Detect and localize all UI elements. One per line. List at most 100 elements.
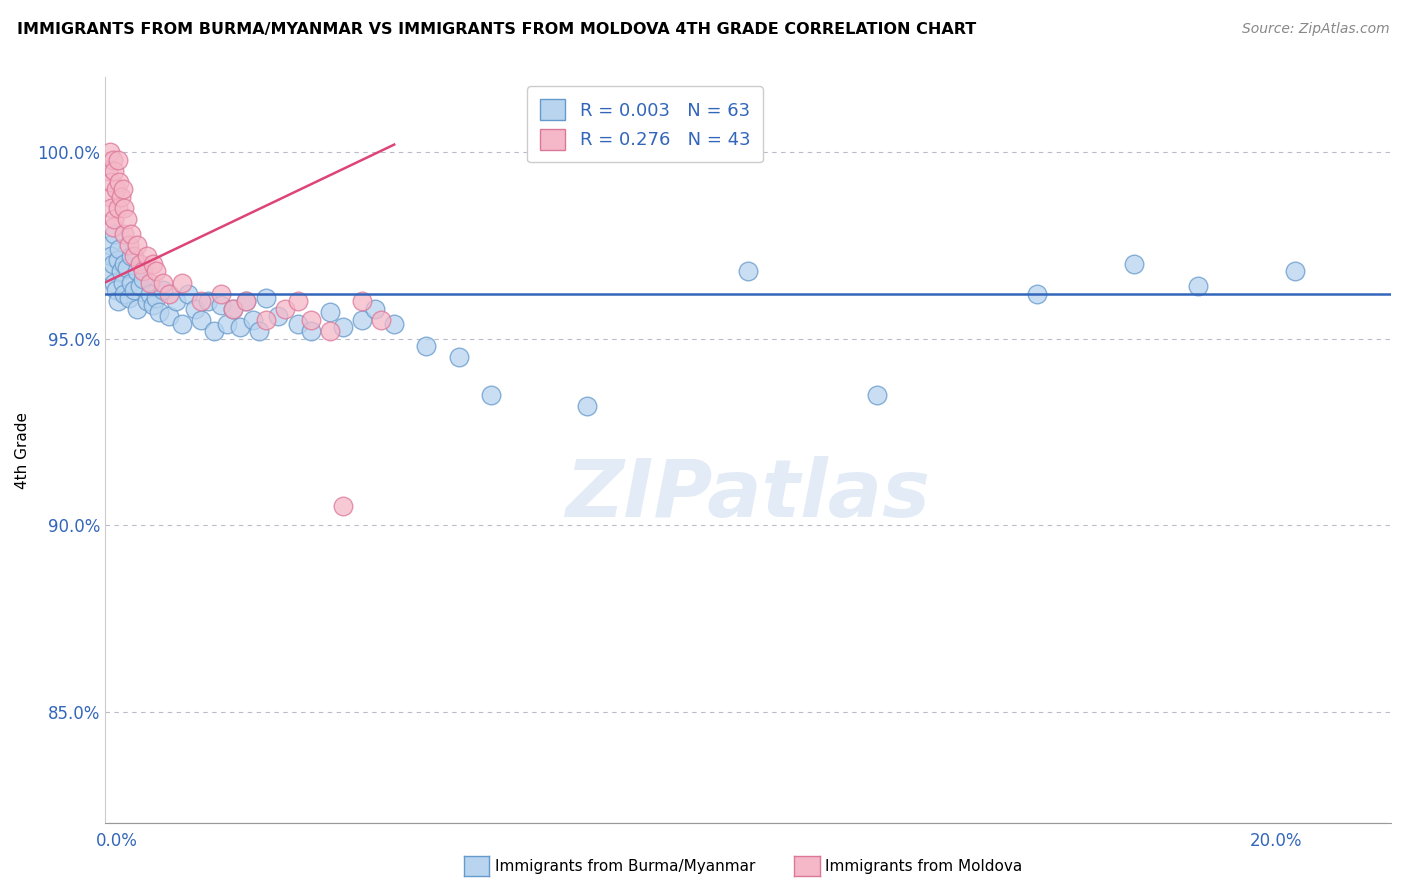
Point xyxy=(111,182,134,196)
Point xyxy=(103,276,125,290)
Point xyxy=(125,301,148,316)
Point xyxy=(209,298,232,312)
Point xyxy=(101,257,124,271)
Point xyxy=(108,175,131,189)
Point xyxy=(120,227,142,241)
Point xyxy=(576,399,599,413)
Text: Immigrants from Moldova: Immigrants from Moldova xyxy=(825,859,1022,873)
Point xyxy=(197,294,219,309)
Point xyxy=(101,219,124,234)
Point xyxy=(122,283,145,297)
Point xyxy=(105,182,128,196)
Point xyxy=(145,264,167,278)
Point xyxy=(447,350,470,364)
Point xyxy=(152,276,174,290)
Point xyxy=(287,294,309,309)
Point xyxy=(135,250,157,264)
Point xyxy=(190,313,212,327)
Point xyxy=(101,153,124,167)
Point xyxy=(170,317,193,331)
Point xyxy=(247,324,270,338)
Point xyxy=(242,313,264,327)
Point xyxy=(254,313,277,327)
Point xyxy=(145,291,167,305)
Point xyxy=(1187,279,1209,293)
Point xyxy=(125,238,148,252)
Point xyxy=(112,257,135,271)
Text: Immigrants from Burma/Myanmar: Immigrants from Burma/Myanmar xyxy=(495,859,755,873)
Point xyxy=(319,305,342,319)
Point xyxy=(152,283,174,297)
Point xyxy=(157,286,180,301)
Point xyxy=(235,294,257,309)
Point xyxy=(117,212,139,227)
Point xyxy=(98,264,121,278)
Point xyxy=(177,286,200,301)
Point xyxy=(235,294,257,309)
Point xyxy=(332,500,354,514)
Point xyxy=(370,313,392,327)
Point xyxy=(125,264,148,278)
Point xyxy=(157,309,180,323)
Point xyxy=(97,163,120,178)
Text: 20.0%: 20.0% xyxy=(1250,831,1302,849)
Point xyxy=(737,264,759,278)
Y-axis label: 4th Grade: 4th Grade xyxy=(15,412,30,489)
Point xyxy=(103,212,125,227)
Point xyxy=(1122,257,1144,271)
Point xyxy=(364,301,387,316)
Point xyxy=(319,324,342,338)
Point xyxy=(229,320,252,334)
Point xyxy=(209,286,232,301)
Text: Source: ZipAtlas.com: Source: ZipAtlas.com xyxy=(1241,22,1389,37)
Point xyxy=(108,242,131,256)
Point xyxy=(139,276,162,290)
Point xyxy=(190,294,212,309)
Point xyxy=(139,286,162,301)
Point xyxy=(112,227,135,241)
Point xyxy=(98,190,121,204)
Text: ZIPatlas: ZIPatlas xyxy=(565,456,931,534)
Point xyxy=(142,257,165,271)
Point xyxy=(165,294,187,309)
Point xyxy=(98,145,121,159)
Point xyxy=(299,313,322,327)
Point xyxy=(170,276,193,290)
Point xyxy=(112,201,135,215)
Point xyxy=(107,201,129,215)
Point xyxy=(100,250,122,264)
Point xyxy=(112,286,135,301)
Point xyxy=(103,163,125,178)
Point xyxy=(135,294,157,309)
Point xyxy=(222,301,245,316)
Point xyxy=(129,279,152,293)
Point xyxy=(299,324,322,338)
Point xyxy=(107,253,129,268)
Point xyxy=(110,264,132,278)
Point xyxy=(107,153,129,167)
Point xyxy=(118,291,141,305)
Point xyxy=(103,227,125,241)
Point xyxy=(110,190,132,204)
Point xyxy=(120,250,142,264)
Legend: R = 0.003   N = 63, R = 0.276   N = 43: R = 0.003 N = 63, R = 0.276 N = 43 xyxy=(527,87,763,162)
Point xyxy=(267,309,290,323)
Point xyxy=(105,283,128,297)
Point xyxy=(287,317,309,331)
Point xyxy=(122,250,145,264)
Point xyxy=(184,301,207,316)
Point xyxy=(142,298,165,312)
Point xyxy=(350,294,373,309)
Point xyxy=(479,387,502,401)
Point xyxy=(350,313,373,327)
Point xyxy=(865,387,887,401)
Point xyxy=(107,294,129,309)
Point xyxy=(132,264,155,278)
Point xyxy=(111,276,134,290)
Point xyxy=(129,257,152,271)
Point xyxy=(1026,286,1049,301)
Point xyxy=(274,301,297,316)
Point xyxy=(254,291,277,305)
Point xyxy=(222,301,245,316)
Point xyxy=(117,260,139,275)
